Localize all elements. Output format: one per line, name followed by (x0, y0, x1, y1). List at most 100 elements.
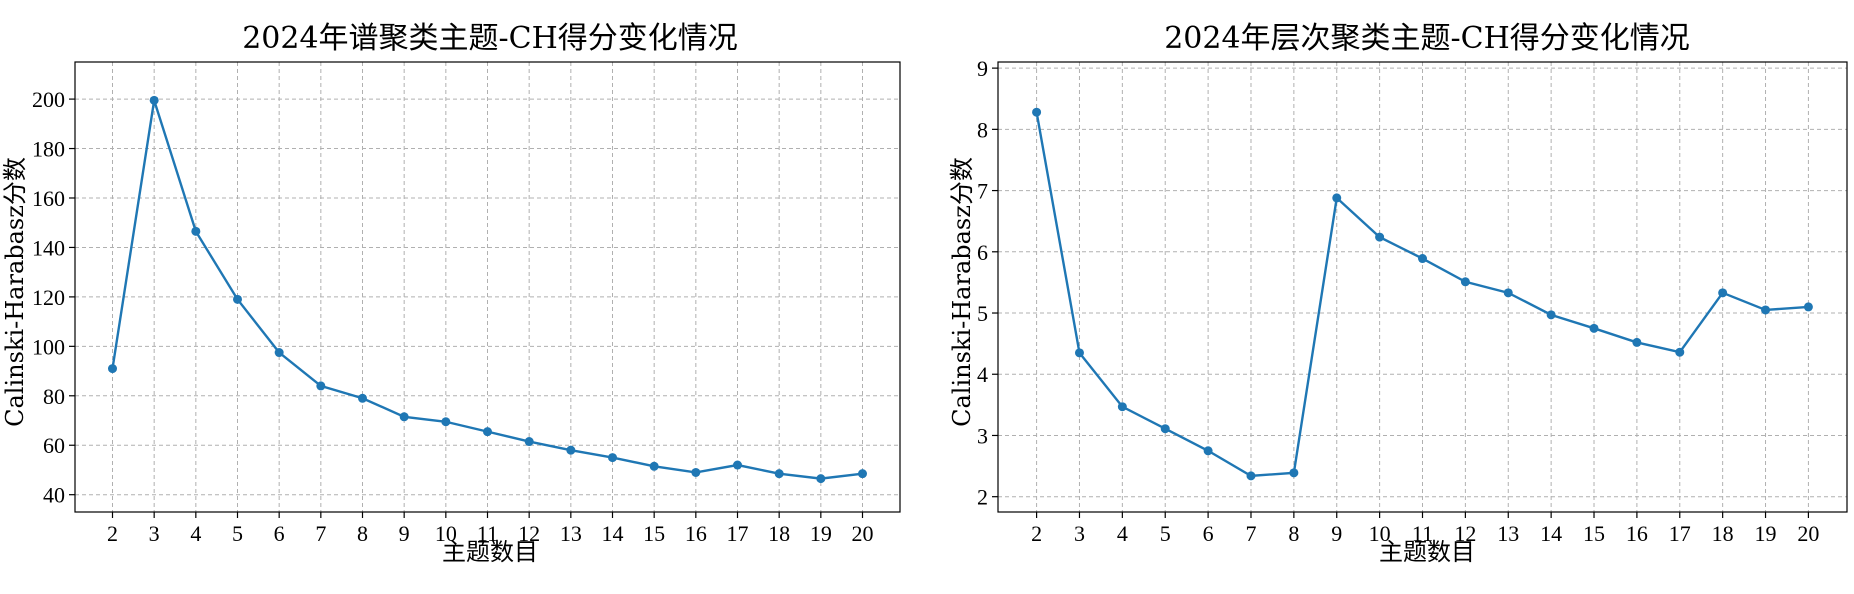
data-point (358, 393, 367, 403)
x-tick-label: 2 (1031, 521, 1042, 546)
data-point (1675, 347, 1685, 357)
y-axis-label: Calinski-Harabasz分数 (948, 157, 976, 427)
x-tick-label: 14 (1540, 521, 1562, 546)
data-point (733, 460, 742, 470)
x-tick-label: 18 (768, 521, 790, 546)
x-tick-label: 4 (190, 521, 201, 546)
x-tick-label: 15 (643, 521, 665, 546)
x-tick-label: 10 (1369, 521, 1391, 546)
y-tick-label: 8 (977, 117, 988, 142)
data-point (858, 469, 867, 479)
data-point (316, 381, 326, 391)
data-point (816, 474, 826, 484)
x-tick-label: 8 (1288, 521, 1299, 546)
data-point (1074, 348, 1084, 358)
y-tick-label: 180 (32, 137, 65, 162)
y-tick-label: 40 (43, 483, 65, 508)
x-tick-label: 11 (1412, 521, 1433, 546)
x-tick-label: 7 (1245, 521, 1256, 546)
data-point (1032, 107, 1042, 117)
y-tick-label: 9 (977, 56, 988, 81)
x-tick-label: 11 (477, 521, 498, 546)
x-tick-label: 3 (149, 521, 160, 546)
data-point (233, 294, 242, 304)
data-point (1503, 288, 1513, 298)
plot-area: 2 3 4 5 6 7 8 9 10 11 12 13 14 15 16 17 18 19 20 2 3 4 5 6 7 8 9 (977, 56, 1848, 546)
x-tick-label: 9 (399, 521, 410, 546)
x-tick-label: 7 (315, 521, 326, 546)
x-axis-label: 主题数目 (442, 538, 538, 566)
y-tick-label: 3 (977, 423, 988, 448)
x-tick-label: 8 (357, 521, 368, 546)
x-tick-label: 17 (727, 521, 749, 546)
data-point (1375, 232, 1385, 242)
x-tick-label: 19 (810, 521, 832, 546)
data-point (1160, 424, 1170, 434)
data-point (441, 417, 451, 427)
x-tick-label: 6 (1203, 521, 1214, 546)
x-tick-label: 5 (1160, 521, 1171, 546)
data-point (483, 427, 492, 437)
data-point (1203, 446, 1213, 456)
data-point (1246, 471, 1256, 481)
data-point (1803, 302, 1813, 312)
x-tick-label: 13 (560, 521, 582, 546)
y-tick-label: 160 (32, 186, 65, 211)
chart-title: 2024年层次聚类主题-CH得分变化情况 (1164, 21, 1690, 56)
x-tick-label: 12 (518, 521, 540, 546)
y-axis-label: Calinski-Harabasz分数 (1, 157, 29, 427)
y-tick-label: 80 (43, 384, 65, 409)
data-point (149, 95, 159, 105)
y-tick-label: 120 (32, 285, 65, 310)
y-tick-label: 2 (977, 485, 988, 510)
data-point (1332, 193, 1342, 203)
data-point (108, 364, 117, 374)
data-point (1589, 323, 1599, 333)
y-tick-label: 200 (32, 87, 65, 112)
x-tick-label: 5 (232, 521, 243, 546)
data-point (1632, 337, 1642, 347)
x-tick-label: 2 (107, 521, 118, 546)
x-tick-label: 13 (1497, 521, 1519, 546)
chart-hierarchical-clustering: 2024年层次聚类主题-CH得分变化情况 主题数目 Calinski-Harab… (948, 21, 1848, 566)
x-tick-label: 20 (1797, 521, 1819, 546)
x-axis-label: 主题数目 (1379, 538, 1475, 566)
x-tick-label: 19 (1755, 521, 1777, 546)
y-tick-label: 7 (977, 179, 988, 204)
y-tick-label: 6 (977, 240, 988, 265)
x-tick-label: 14 (602, 521, 624, 546)
data-point (274, 348, 284, 358)
data-point (649, 461, 659, 471)
x-tick-label: 16 (1626, 521, 1648, 546)
x-tick-label: 3 (1074, 521, 1085, 546)
x-tick-label: 10 (435, 521, 457, 546)
x-tick-label: 6 (274, 521, 285, 546)
data-point (566, 445, 576, 455)
data-point (774, 469, 784, 479)
data-point (524, 437, 534, 447)
x-tick-label: 20 (852, 521, 874, 546)
plot-area: 2 3 4 5 6 7 8 9 10 11 12 13 14 15 16 17 18 19 20 40 60 80 100 1… (32, 61, 901, 546)
chart-spectral-clustering: 2024年谱聚类主题-CH得分变化情况 主题数目 Calinski-Haraba… (1, 21, 901, 566)
y-tick-label: 60 (43, 433, 65, 458)
data-point (1418, 254, 1427, 264)
x-tick-label: 18 (1712, 521, 1734, 546)
y-tick-label: 4 (977, 362, 988, 387)
data-point (1117, 402, 1127, 412)
x-tick-label: 17 (1669, 521, 1691, 546)
y-tick-label: 5 (977, 301, 988, 326)
data-point (1761, 305, 1771, 315)
data-point (1289, 468, 1299, 478)
data-point (1460, 277, 1470, 287)
x-tick-label: 12 (1454, 521, 1476, 546)
x-tick-label: 9 (1331, 521, 1342, 546)
x-tick-label: 15 (1583, 521, 1605, 546)
data-point (691, 467, 701, 477)
data-point (1546, 310, 1556, 320)
x-tick-label: 16 (685, 521, 707, 546)
chart-title: 2024年谱聚类主题-CH得分变化情况 (242, 21, 738, 56)
y-tick-label: 140 (32, 235, 65, 260)
data-point (191, 226, 201, 236)
data-point (399, 412, 409, 422)
